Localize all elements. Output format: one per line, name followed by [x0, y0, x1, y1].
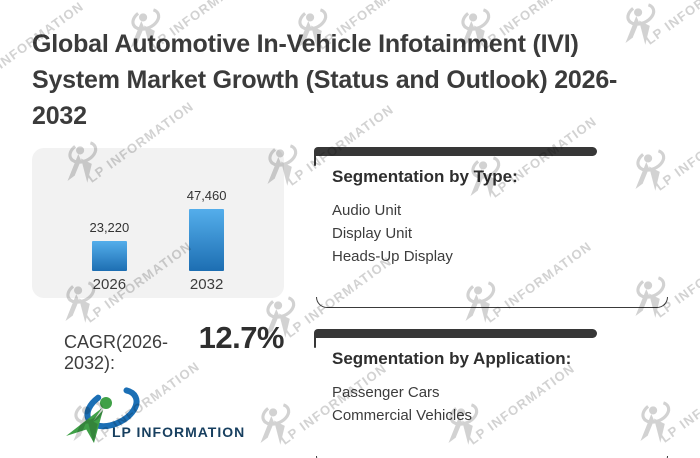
bar-category-label: 2032: [189, 276, 224, 293]
lp-information-logo: LP INFORMATION: [60, 386, 270, 446]
list-item: Display Unit: [332, 225, 413, 242]
list-item: Audio Unit: [332, 202, 402, 219]
page-title-line: Global Automotive In-Vehicle Infotainmen…: [32, 30, 579, 58]
cagr-callout: CAGR(2026-2032): 12.7%: [64, 320, 285, 374]
bar-2026: [91, 241, 127, 271]
bar-value-label: 47,460: [186, 188, 227, 203]
bar-group-2032: 47,460 2032: [187, 188, 227, 293]
cagr-label: CAGR(2026-2032):: [64, 332, 169, 373]
page-title-line: System Market Growth (Status and Outlook…: [32, 66, 618, 94]
right-column: Segmentation by Type: Audio Unit Display …: [314, 134, 668, 458]
lp-information-logo-text: LP INFORMATION: [112, 424, 246, 440]
page-title: Global Automotive In-Vehicle Infotainmen…: [32, 26, 670, 134]
page-title-line: 2032: [32, 102, 87, 130]
segmentation-by-application-heading: Segmentation by Application:: [332, 349, 572, 368]
segmentation-by-application-panel: Segmentation by Application: Passenger C…: [314, 329, 668, 458]
left-column: 23,220 2026 47,460 2032 CAGR(2026-2032):…: [32, 134, 285, 446]
main-row: 23,220 2026 47,460 2032 CAGR(2026-2032):…: [0, 134, 700, 458]
market-growth-bar-chart: 23,220 2026 47,460 2032: [32, 148, 284, 298]
segmentation-by-type-list: Audio Unit Display Unit Heads-Up Display: [332, 199, 652, 268]
segmentation-by-type-heading: Segmentation by Type:: [332, 167, 518, 186]
panel-bottom-frame: [316, 456, 668, 458]
bar-2032: [189, 209, 225, 271]
segmentation-by-application-list: Passenger Cars Commercial Vehicles: [332, 381, 652, 427]
bar-value-label: 23,220: [89, 220, 130, 235]
panel-bottom-frame: [316, 297, 668, 308]
bar-category-label: 2026: [92, 276, 127, 293]
bar-group-2026: 23,220 2026: [89, 220, 129, 293]
segmentation-by-type-panel: Segmentation by Type: Audio Unit Display …: [314, 147, 668, 308]
cagr-value: 12.7%: [198, 320, 285, 355]
panel-top-bar: [314, 147, 598, 166]
list-item: Heads-Up Display: [332, 248, 453, 265]
panel-top-bar: [314, 329, 598, 348]
list-item: Passenger Cars: [332, 384, 440, 401]
list-item: Commercial Vehicles: [332, 407, 473, 424]
